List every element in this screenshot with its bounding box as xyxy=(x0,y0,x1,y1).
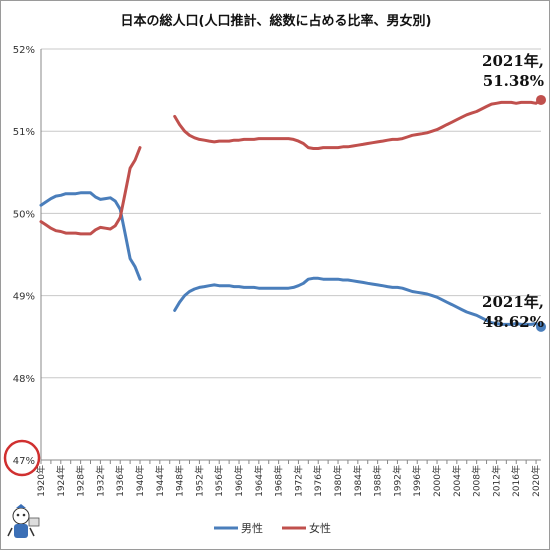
x-tick-label: 1932年 xyxy=(94,465,106,497)
series-line-male xyxy=(39,191,142,281)
grid-lines xyxy=(41,48,541,379)
legend-label: 女性 xyxy=(309,521,331,535)
x-tick-label: 2016年 xyxy=(510,465,522,497)
x-tick-label: 1968年 xyxy=(273,465,285,497)
end-value-annotation: 2021年, xyxy=(482,293,544,311)
end-point-marker xyxy=(536,94,546,105)
y-tick-label: 50% xyxy=(13,209,35,220)
end-value-annotation: 48.62% xyxy=(483,313,544,331)
annotations: 2021年, 48.62% 2021年, 51.38% xyxy=(482,52,544,331)
y-tick-label: 51% xyxy=(13,127,35,138)
chart-title: 日本の総人口(人口推計、総数に占める比率、男女別) xyxy=(121,13,432,29)
x-tick-label: 1972年 xyxy=(292,465,304,497)
x-tick-label: 1944年 xyxy=(154,465,166,497)
y-tick-label: 48% xyxy=(13,374,35,385)
end-point-marker xyxy=(536,321,546,332)
x-tick-label: 1952年 xyxy=(193,465,205,497)
legend-label: 男性 xyxy=(241,521,263,535)
x-tick-label: 1948年 xyxy=(174,465,186,497)
series-line-female xyxy=(173,98,543,150)
x-tick-label: 1924年 xyxy=(55,465,67,497)
series-line-male xyxy=(173,276,543,329)
highlight-circle xyxy=(3,439,41,477)
x-tick-label: 2008年 xyxy=(471,465,483,497)
x-tick-label: 1960年 xyxy=(233,465,245,497)
x-tick-label: 1984年 xyxy=(352,465,364,497)
end-value-annotation: 51.38% xyxy=(483,72,544,90)
y-tick-label: 52% xyxy=(13,45,35,56)
y-tick-label: 49% xyxy=(13,292,35,303)
x-tick-label: 1964年 xyxy=(253,465,265,497)
x-tick-label: 1988年 xyxy=(372,465,384,497)
x-tick-labels: 1920年 1924年 1928年 1932年 1936年 1940年 1944年 1948年… xyxy=(35,465,542,497)
x-tick-label: 1992年 xyxy=(391,465,403,497)
mascot-logo xyxy=(7,504,40,538)
x-tick-label: 2004年 xyxy=(451,465,463,497)
x-tick-label: 1936年 xyxy=(114,465,126,497)
x-tick-label: 1940年 xyxy=(134,465,146,497)
y-tick-labels: 47% 48% 49% 50% 51% 52% xyxy=(13,45,35,467)
x-tick-label: 2020年 xyxy=(530,465,542,497)
x-tick-label: 1976年 xyxy=(312,465,324,497)
legend: 男性 女性 xyxy=(214,521,331,535)
x-tick-label: 1980年 xyxy=(332,465,344,497)
series-line-female xyxy=(39,146,142,236)
axes xyxy=(40,49,541,464)
x-tick-label: 1928年 xyxy=(75,465,87,497)
y-tick-label: 47% xyxy=(13,456,35,467)
x-tick-label: 1996年 xyxy=(411,465,423,497)
end-value-annotation: 2021年, xyxy=(482,52,544,70)
x-tick-label: 2000年 xyxy=(431,465,443,497)
x-tick-label: 1920年 xyxy=(35,465,47,497)
x-tick-label: 2012年 xyxy=(490,465,502,497)
series-lines xyxy=(39,94,546,332)
x-tick-label: 1956年 xyxy=(213,465,225,497)
